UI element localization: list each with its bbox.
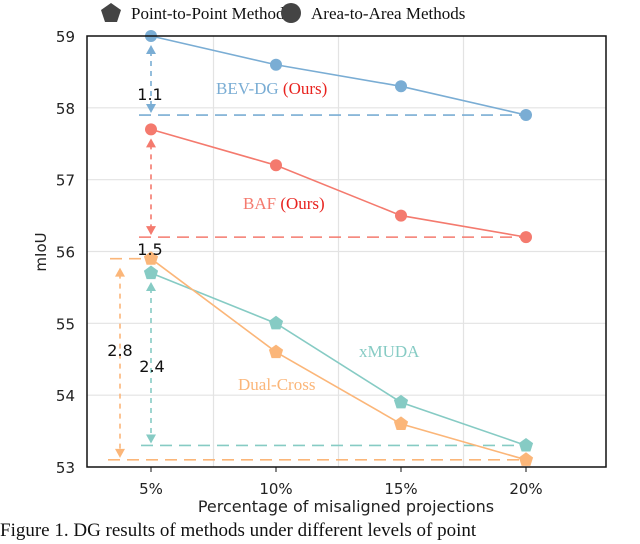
annotations: 1.1 1.5 2.4 2.8 xyxy=(107,45,165,458)
x-tick-label: 5% xyxy=(139,480,163,498)
legend-pentagon-icon xyxy=(101,3,121,22)
data-point xyxy=(395,80,407,93)
arrowhead-down-icon xyxy=(146,226,156,236)
series-label-bev-dg: BEV-DG (Ours) xyxy=(216,79,327,98)
data-point xyxy=(143,251,159,265)
diff-label: 1.5 xyxy=(137,240,162,259)
data-point xyxy=(270,58,282,71)
y-tick-label: 56 xyxy=(56,244,75,262)
data-point xyxy=(270,159,282,172)
series-line-dual-cross xyxy=(150,258,527,461)
y-tick-label: 55 xyxy=(56,315,75,333)
legend: Point-to-Point Methods Area-to-Area Meth… xyxy=(101,3,465,23)
data-point xyxy=(520,231,532,244)
arrowhead-up-icon xyxy=(115,267,125,277)
series-line-xmuda xyxy=(150,272,527,447)
diff-label: 1.1 xyxy=(137,85,162,104)
data-point xyxy=(395,209,407,222)
diff-label: 2.4 xyxy=(139,357,164,376)
x-axis-label: Percentage of misaligned projections xyxy=(198,497,494,516)
x-tick-label: 15% xyxy=(384,480,417,498)
series-line-baf xyxy=(150,128,527,238)
reference-lines xyxy=(108,114,526,461)
data-point xyxy=(520,109,532,122)
y-tick-label: 54 xyxy=(56,387,75,405)
arrowhead-down-icon xyxy=(146,104,156,114)
series-label-baf: BAF (Ours) xyxy=(243,194,325,213)
line-chart: Point-to-Point Methods Area-to-Area Meth… xyxy=(32,3,607,516)
legend-circle-icon xyxy=(281,3,301,23)
series-label-dual-cross: Dual-Cross xyxy=(238,375,315,394)
series-label-xmuda: xMUDA xyxy=(359,342,420,361)
data-point xyxy=(393,416,409,430)
plot-frame xyxy=(86,35,607,468)
data-point xyxy=(145,123,157,136)
y-ticks: 53 54 55 56 57 58 59 xyxy=(56,28,75,477)
x-tick-label: 20% xyxy=(509,480,542,498)
data-point xyxy=(143,265,159,280)
ours-tag: (Ours) xyxy=(279,79,328,98)
y-tick-label: 59 xyxy=(56,28,75,46)
y-tick-label: 57 xyxy=(56,172,75,190)
legend-label-area-to-area: Area-to-Area Methods xyxy=(311,4,465,23)
arrowhead-up-icon xyxy=(146,45,156,54)
data-point xyxy=(393,394,409,409)
arrowhead-up-icon xyxy=(146,282,156,292)
arrowhead-down-icon xyxy=(115,448,125,458)
y-axis-label: mIoU xyxy=(32,232,50,271)
y-tick-label: 53 xyxy=(56,459,75,477)
x-tick-label: 10% xyxy=(259,480,292,498)
series-line-bev-dg xyxy=(150,35,527,116)
x-ticks: 5% 10% 15% 20% xyxy=(139,467,543,498)
grid xyxy=(87,36,606,467)
series-labels: BEV-DG (Ours) BAF (Ours) xMUDA Dual-Cross xyxy=(216,79,420,394)
series-lines xyxy=(143,30,534,466)
arrowhead-up-icon xyxy=(146,138,156,148)
ours-tag: (Ours) xyxy=(276,194,325,213)
figure-caption: Figure 1. DG results of methods under di… xyxy=(0,520,477,541)
data-point xyxy=(518,438,534,452)
data-point xyxy=(518,452,534,466)
y-tick-label: 58 xyxy=(56,100,75,118)
data-point xyxy=(268,315,284,330)
diff-label: 2.8 xyxy=(107,341,132,360)
data-point xyxy=(268,344,284,359)
arrowhead-down-icon xyxy=(146,434,156,444)
legend-label-point-to-point: Point-to-Point Methods xyxy=(131,4,291,23)
